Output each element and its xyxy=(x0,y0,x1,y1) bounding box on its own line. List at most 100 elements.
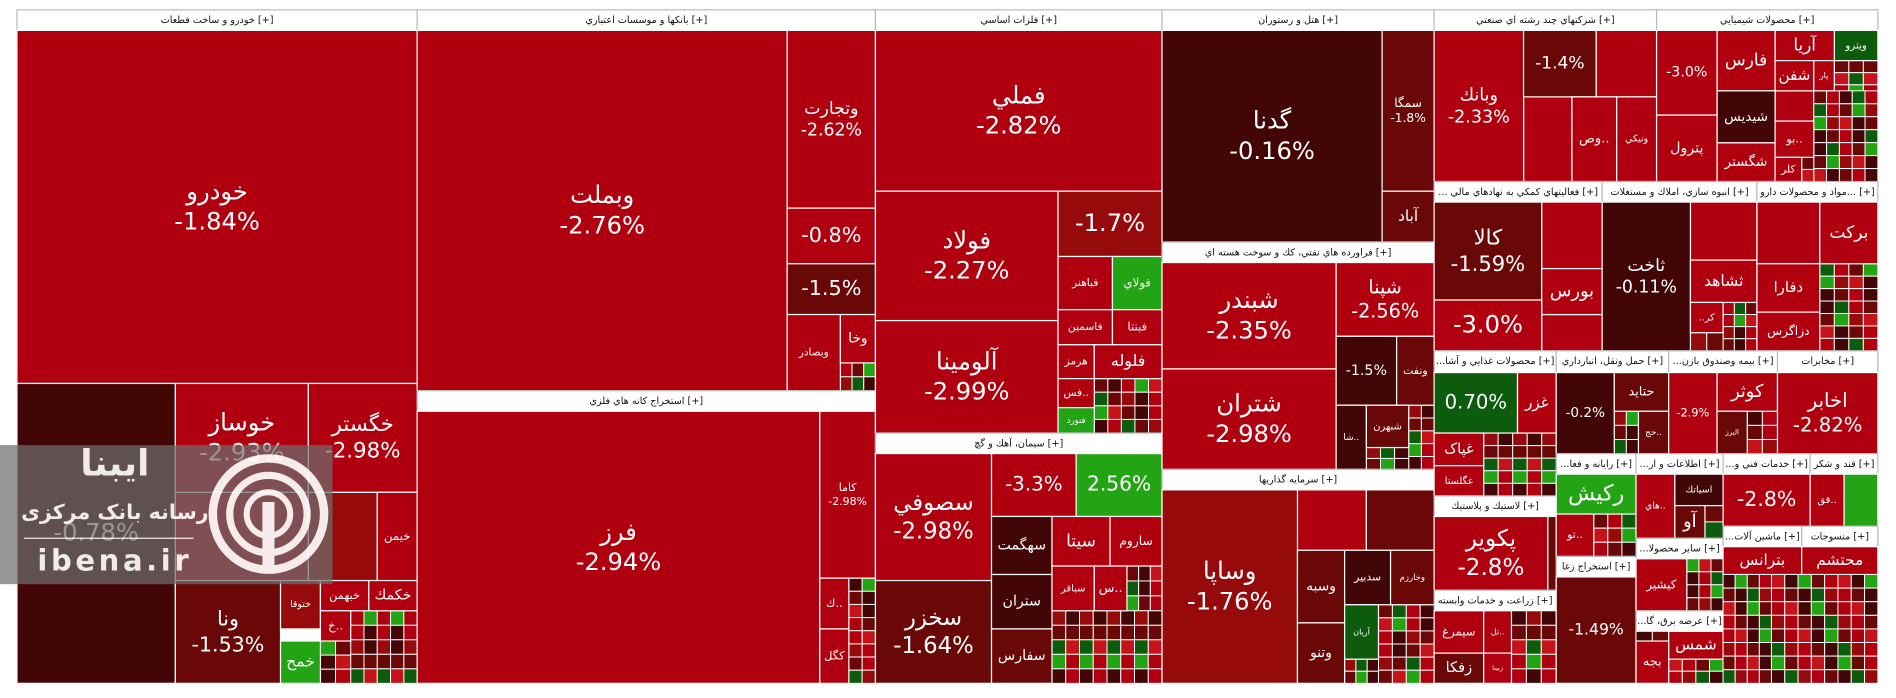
tile-filler xyxy=(1621,513,1637,529)
ticker: س.. xyxy=(1099,581,1123,596)
ticker: وبصادر xyxy=(798,347,829,359)
tile xyxy=(1433,515,1549,591)
tile-filler xyxy=(1051,653,1067,670)
tile-filler xyxy=(1733,314,1747,328)
ticker: بورس xyxy=(1550,281,1594,302)
tile-filler xyxy=(1774,90,1815,122)
tile-filler xyxy=(1394,447,1410,459)
tile-filler xyxy=(1833,275,1850,290)
tile-filler xyxy=(1851,103,1866,118)
tile-filler xyxy=(1134,378,1149,393)
tile-filler xyxy=(1525,668,1542,684)
tagline: رسانه بانک مرکزی xyxy=(21,500,208,524)
tile-filler xyxy=(1833,60,1850,74)
ticker: خیمن xyxy=(384,529,410,544)
tile-filler xyxy=(376,653,392,670)
ticker: آريا xyxy=(1793,33,1817,54)
tile-filler xyxy=(390,639,405,655)
change: -2.94% xyxy=(576,548,662,576)
tile-filler xyxy=(1147,391,1163,407)
tile-filler xyxy=(376,639,392,655)
ticker: غزر xyxy=(1524,393,1549,411)
tile-filler xyxy=(403,624,418,641)
tile-filler xyxy=(1833,288,1850,302)
tile-filler xyxy=(1065,639,1080,655)
tile xyxy=(874,319,1059,434)
tile-filler xyxy=(1419,604,1435,619)
tile-filler xyxy=(1510,653,1527,670)
ticker: دزاگرس xyxy=(1767,323,1810,339)
tile-filler xyxy=(848,603,863,619)
tile xyxy=(1093,565,1128,612)
tile-filler xyxy=(1848,275,1864,290)
change: -1.84% xyxy=(174,208,260,236)
tile-filler xyxy=(1851,129,1866,144)
tile-filler xyxy=(1851,168,1866,183)
tile-filler xyxy=(1826,90,1840,105)
change: -2.9% xyxy=(1676,406,1709,420)
tile-filler xyxy=(1366,658,1379,672)
tile-filler xyxy=(350,610,365,626)
tile xyxy=(416,29,788,392)
change: -1.8% xyxy=(1390,111,1425,125)
tile xyxy=(1809,473,1845,527)
tile-filler xyxy=(1819,325,1835,339)
tile-filler xyxy=(848,577,863,592)
tile-filler xyxy=(1541,432,1557,447)
tile-filler xyxy=(1621,541,1637,557)
ticker: سفارس xyxy=(998,648,1046,664)
tile-filler xyxy=(1483,432,1499,447)
tile-filler xyxy=(1525,624,1542,641)
change: -3.0% xyxy=(1666,65,1707,81)
tile-filler xyxy=(1824,628,1839,644)
tile-filler xyxy=(1625,424,1639,440)
sector-title: فلزات اساسي [+] xyxy=(980,15,1057,26)
tile-filler xyxy=(1420,417,1435,432)
tile-filler xyxy=(1391,617,1407,632)
tile-filler xyxy=(1120,391,1136,407)
tile xyxy=(1093,344,1163,380)
tile xyxy=(1433,29,1525,183)
tile-filler xyxy=(1813,168,1828,183)
tile-filler xyxy=(350,668,365,684)
tile-filler xyxy=(1813,90,1828,105)
tile-filler xyxy=(1819,313,1835,327)
tile xyxy=(990,628,1053,684)
ticker: قق.. xyxy=(1817,495,1836,506)
tile-filler xyxy=(1689,332,1708,352)
tile-filler xyxy=(861,603,876,619)
ticker: اسياتك xyxy=(1685,484,1712,495)
tile-filler xyxy=(1593,541,1609,557)
tile-filler xyxy=(861,656,876,671)
tile-filler xyxy=(1391,630,1407,645)
tile-filler xyxy=(848,617,863,632)
ticker: وخارزم xyxy=(1400,573,1425,583)
change: -2.82% xyxy=(976,112,1062,140)
tile-filler xyxy=(1134,624,1149,641)
tile-filler xyxy=(1134,405,1149,420)
tile-filler xyxy=(1722,314,1735,328)
tile-filler xyxy=(1595,29,1658,98)
tile-filler xyxy=(1147,418,1163,434)
tile-filler xyxy=(1837,628,1852,644)
tile-filler xyxy=(1745,314,1758,328)
tile-filler xyxy=(1106,639,1122,655)
tile xyxy=(1161,368,1337,470)
ticker: البرز xyxy=(1724,427,1739,436)
tile xyxy=(1522,29,1597,98)
tile-filler xyxy=(1510,668,1527,684)
tile xyxy=(874,452,993,582)
ticker: حتايد xyxy=(1628,384,1654,399)
tile-filler xyxy=(861,630,876,645)
tile-filler xyxy=(1851,142,1866,157)
tile-filler xyxy=(1850,628,1866,644)
tile-filler xyxy=(350,639,365,655)
ticker: فلوله xyxy=(1111,351,1146,371)
tile-filler xyxy=(1107,391,1122,407)
tile-filler xyxy=(1864,587,1879,603)
watermark: ایبنا رسانه بانک مرکزی ibena.ir xyxy=(0,442,333,585)
tile-filler xyxy=(1810,574,1826,589)
change: -1.49% xyxy=(1568,620,1623,639)
tile-filler xyxy=(1106,624,1122,641)
ticker: شيديس xyxy=(1724,109,1768,125)
